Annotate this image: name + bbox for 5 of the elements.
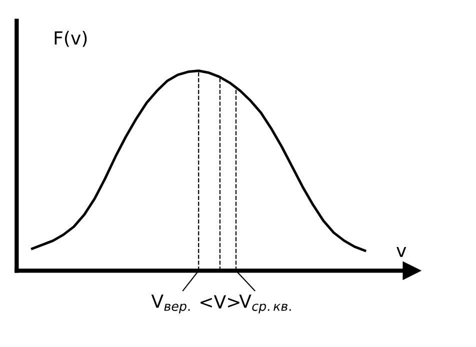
text: <V> <box>200 295 240 308</box>
text: V$_{вер.}$ <box>151 294 190 314</box>
x-axis-title: v <box>396 247 406 257</box>
text: V$_{ср.кв.}$ <box>239 294 291 314</box>
y-axis-title: F(v) <box>54 30 87 47</box>
